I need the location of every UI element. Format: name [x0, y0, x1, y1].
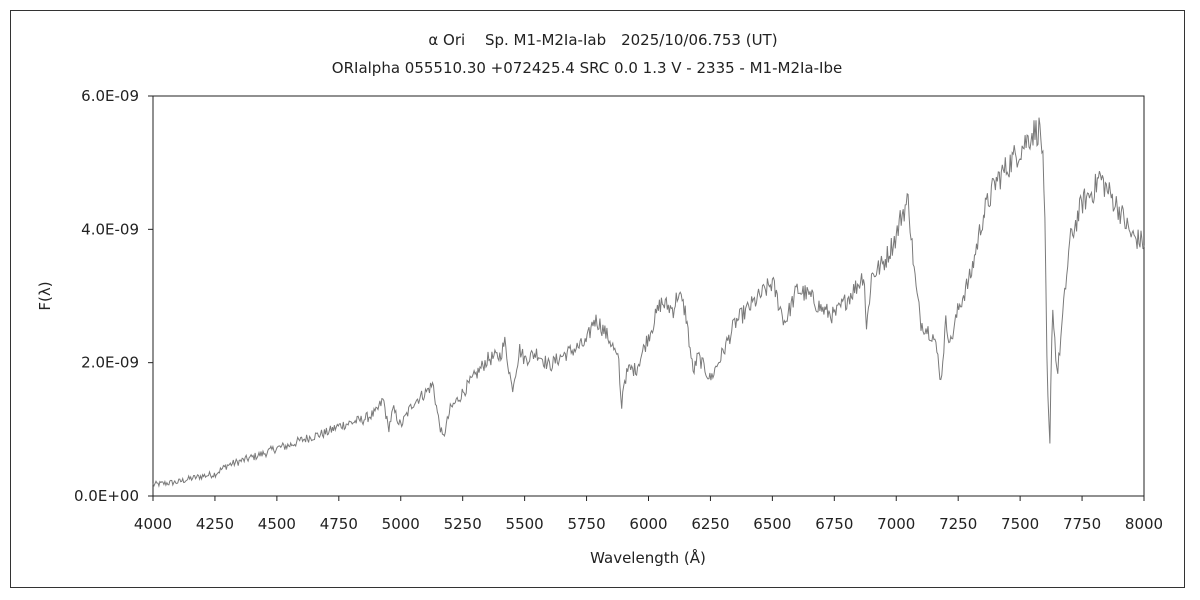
chart-frame	[10, 10, 1185, 588]
y-tick-label: 4.0E-09	[81, 220, 139, 238]
x-tick-label: 5000	[382, 515, 420, 533]
x-tick-label: 4750	[320, 515, 358, 533]
x-tick-label: 5750	[567, 515, 605, 533]
y-axis-label: F(λ)	[36, 281, 54, 310]
chart-title: α Ori Sp. M1-M2Ia-Iab 2025/10/06.753 (UT…	[428, 31, 777, 49]
x-tick-label: 7500	[1001, 515, 1039, 533]
x-tick-label: 7750	[1063, 515, 1101, 533]
x-tick-label: 4500	[258, 515, 296, 533]
y-tick-label: 2.0E-09	[81, 354, 139, 372]
x-tick-label: 6500	[753, 515, 791, 533]
x-tick-label: 4250	[196, 515, 234, 533]
x-tick-label: 7000	[877, 515, 915, 533]
plot-area	[152, 95, 1145, 497]
spectrum-line	[152, 117, 1145, 488]
x-axis-label: Wavelength (Å)	[590, 548, 706, 567]
x-tick-label: 6250	[691, 515, 729, 533]
y-tick-label: 0.0E+00	[74, 487, 139, 505]
x-tick-label: 8000	[1125, 515, 1163, 533]
chart-subtitle: ORIalpha 055510.30 +072425.4 SRC 0.0 1.3…	[332, 59, 842, 77]
y-tick-label: 6.0E-09	[81, 87, 139, 105]
x-tick-label: 6750	[815, 515, 853, 533]
x-tick-label: 6000	[629, 515, 667, 533]
x-tick-label: 5500	[506, 515, 544, 533]
x-tick-label: 5250	[444, 515, 482, 533]
x-tick-label: 7250	[939, 515, 977, 533]
x-tick-label: 4000	[134, 515, 172, 533]
